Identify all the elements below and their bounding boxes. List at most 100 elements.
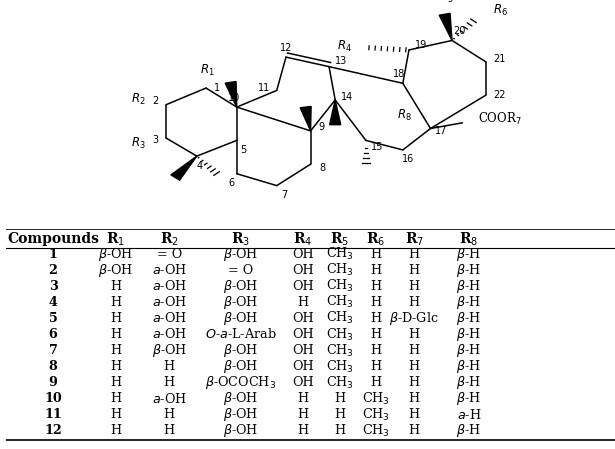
Text: H: H xyxy=(408,408,419,421)
Text: $\beta$-H: $\beta$-H xyxy=(456,342,482,359)
Text: OH: OH xyxy=(292,248,314,261)
Text: 20: 20 xyxy=(453,26,466,36)
Text: H: H xyxy=(408,328,419,341)
Text: H: H xyxy=(408,344,419,357)
Text: COOR$_7$: COOR$_7$ xyxy=(477,111,522,127)
Text: H: H xyxy=(164,376,175,389)
Text: 8: 8 xyxy=(320,163,326,173)
Text: 13: 13 xyxy=(335,56,347,66)
Text: H: H xyxy=(408,280,419,293)
Text: H: H xyxy=(370,264,381,277)
Text: CH$_3$: CH$_3$ xyxy=(326,262,354,278)
Text: $\beta$-H: $\beta$-H xyxy=(456,278,482,295)
Text: $\beta$-H: $\beta$-H xyxy=(456,310,482,327)
Text: H: H xyxy=(110,344,121,357)
Text: $\beta$-H: $\beta$-H xyxy=(456,423,482,439)
Text: 11: 11 xyxy=(44,408,62,421)
Text: 6: 6 xyxy=(49,328,57,341)
Text: 1: 1 xyxy=(214,83,220,93)
Text: H: H xyxy=(370,296,381,309)
Text: $a$-OH: $a$-OH xyxy=(152,263,187,277)
Text: H: H xyxy=(164,360,175,373)
Text: OH: OH xyxy=(292,328,314,341)
Text: R$_2$: R$_2$ xyxy=(160,230,179,247)
Text: $\beta$-OH: $\beta$-OH xyxy=(98,262,133,279)
Text: H: H xyxy=(370,312,381,325)
Text: 18: 18 xyxy=(393,69,405,79)
Text: $\beta$-H: $\beta$-H xyxy=(456,294,482,311)
Text: $\beta$-H: $\beta$-H xyxy=(456,326,482,343)
Text: CH$_3$: CH$_3$ xyxy=(326,294,354,310)
Text: $R_6$: $R_6$ xyxy=(493,4,507,18)
Text: H: H xyxy=(408,376,419,389)
Text: CH$_3$: CH$_3$ xyxy=(362,407,390,423)
Text: $\beta$-H: $\beta$-H xyxy=(456,358,482,375)
Text: 4: 4 xyxy=(49,296,57,309)
Text: 3: 3 xyxy=(152,136,158,145)
Text: 6: 6 xyxy=(229,178,235,188)
Text: H: H xyxy=(110,408,121,421)
Text: H: H xyxy=(408,360,419,373)
Text: 10: 10 xyxy=(228,92,240,102)
Text: H: H xyxy=(334,408,346,421)
Text: 14: 14 xyxy=(341,92,354,102)
Text: $R_2$: $R_2$ xyxy=(131,92,146,106)
Text: CH$_3$: CH$_3$ xyxy=(326,326,354,343)
Text: H: H xyxy=(370,376,381,389)
Text: H: H xyxy=(408,296,419,309)
Text: H: H xyxy=(334,424,346,437)
Text: $R_3$: $R_3$ xyxy=(131,136,146,151)
Text: $\beta$-OH: $\beta$-OH xyxy=(223,246,258,263)
Text: H: H xyxy=(110,328,121,341)
Text: 22: 22 xyxy=(493,90,506,100)
Text: $O$-$a$-L-Arab: $O$-$a$-L-Arab xyxy=(205,327,276,341)
Text: 10: 10 xyxy=(44,392,62,405)
Text: $\beta$-OH: $\beta$-OH xyxy=(223,294,258,311)
Text: $a$-OH: $a$-OH xyxy=(152,312,187,326)
Text: 19: 19 xyxy=(415,40,427,50)
Text: H: H xyxy=(164,424,175,437)
Text: R$_7$: R$_7$ xyxy=(405,230,424,247)
Text: $R_5$: $R_5$ xyxy=(438,0,453,5)
Text: R$_3$: R$_3$ xyxy=(231,230,250,247)
Text: $R_1$: $R_1$ xyxy=(200,62,215,78)
Text: $R_4$: $R_4$ xyxy=(337,39,352,54)
Text: $\beta$-OH: $\beta$-OH xyxy=(223,278,258,295)
Text: = O: = O xyxy=(157,248,182,261)
Text: $a$-H: $a$-H xyxy=(456,408,481,422)
Text: H: H xyxy=(110,376,121,389)
Text: $a$-OH: $a$-OH xyxy=(152,279,187,293)
Text: $\beta$-OCOCH$_3$: $\beta$-OCOCH$_3$ xyxy=(205,374,276,391)
Polygon shape xyxy=(300,106,311,131)
Text: CH$_3$: CH$_3$ xyxy=(326,246,354,262)
Text: H: H xyxy=(408,392,419,405)
Text: H: H xyxy=(110,424,121,437)
Text: 4: 4 xyxy=(197,161,203,171)
Text: $a$-OH: $a$-OH xyxy=(152,327,187,341)
Text: $\beta$-H: $\beta$-H xyxy=(456,390,482,407)
Text: $\beta$-H: $\beta$-H xyxy=(456,246,482,263)
Text: 3: 3 xyxy=(49,280,57,293)
Text: $R_8$: $R_8$ xyxy=(397,108,412,123)
Text: 16: 16 xyxy=(402,154,414,164)
Text: H: H xyxy=(370,360,381,373)
Text: $\beta$-H: $\beta$-H xyxy=(456,262,482,279)
Text: H: H xyxy=(297,392,308,405)
Text: H: H xyxy=(334,392,346,405)
Text: H: H xyxy=(408,248,419,261)
Text: $\beta$-OH: $\beta$-OH xyxy=(223,423,258,439)
Text: H: H xyxy=(370,248,381,261)
Text: H: H xyxy=(110,280,121,293)
Text: $\beta$-OH: $\beta$-OH xyxy=(223,342,258,359)
Text: $\beta$-OH: $\beta$-OH xyxy=(98,246,133,263)
Text: 5: 5 xyxy=(49,312,57,325)
Text: 17: 17 xyxy=(435,126,448,136)
Text: 7: 7 xyxy=(281,190,287,200)
Text: R$_5$: R$_5$ xyxy=(330,230,349,247)
Polygon shape xyxy=(330,100,341,125)
Text: 7: 7 xyxy=(49,344,57,357)
Text: H: H xyxy=(164,408,175,421)
Text: $\beta$-H: $\beta$-H xyxy=(456,374,482,391)
Text: R$_1$: R$_1$ xyxy=(106,230,125,247)
Text: OH: OH xyxy=(292,344,314,357)
